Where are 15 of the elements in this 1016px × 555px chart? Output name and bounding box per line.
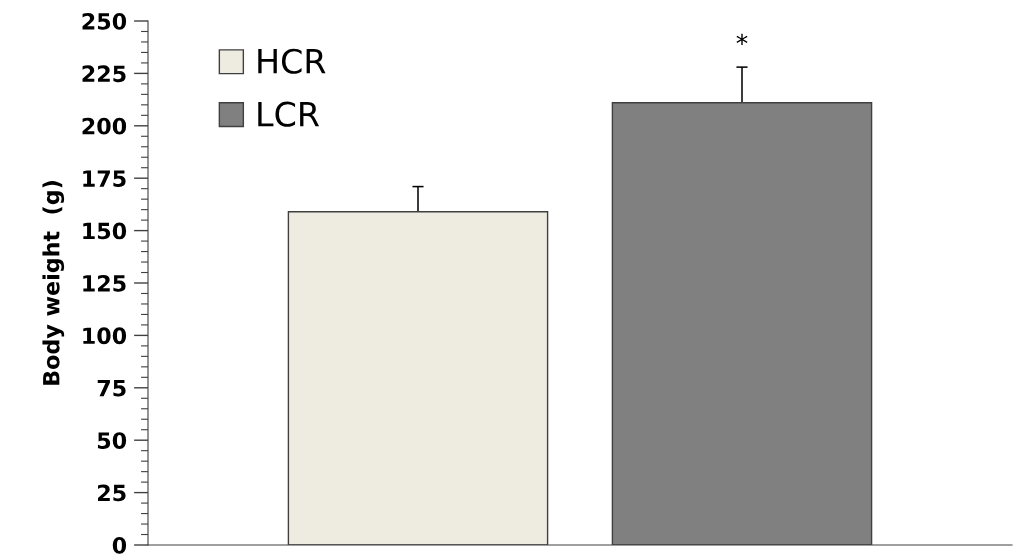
y-axis-title: Body weight (g) [42, 181, 65, 385]
y-tick-label: 125 [83, 274, 126, 292]
y-tick-label: 50 [97, 432, 127, 449]
y-tick-label: 75 [97, 380, 126, 397]
legend-label: LCR [258, 101, 320, 127]
y-tick-label: 225 [82, 65, 126, 83]
y-tick-label: 100 [83, 327, 127, 345]
y-tick-label: 150 [83, 222, 127, 240]
y-tick-label: 0 [112, 536, 127, 554]
y-tick-label: 25 [98, 484, 126, 502]
legend-label: HCR [258, 48, 326, 74]
annotation: * [736, 33, 748, 46]
y-tick-label: 175 [83, 170, 126, 187]
y-tick-label: 250 [82, 12, 127, 30]
y-tick-label: 200 [82, 117, 127, 135]
